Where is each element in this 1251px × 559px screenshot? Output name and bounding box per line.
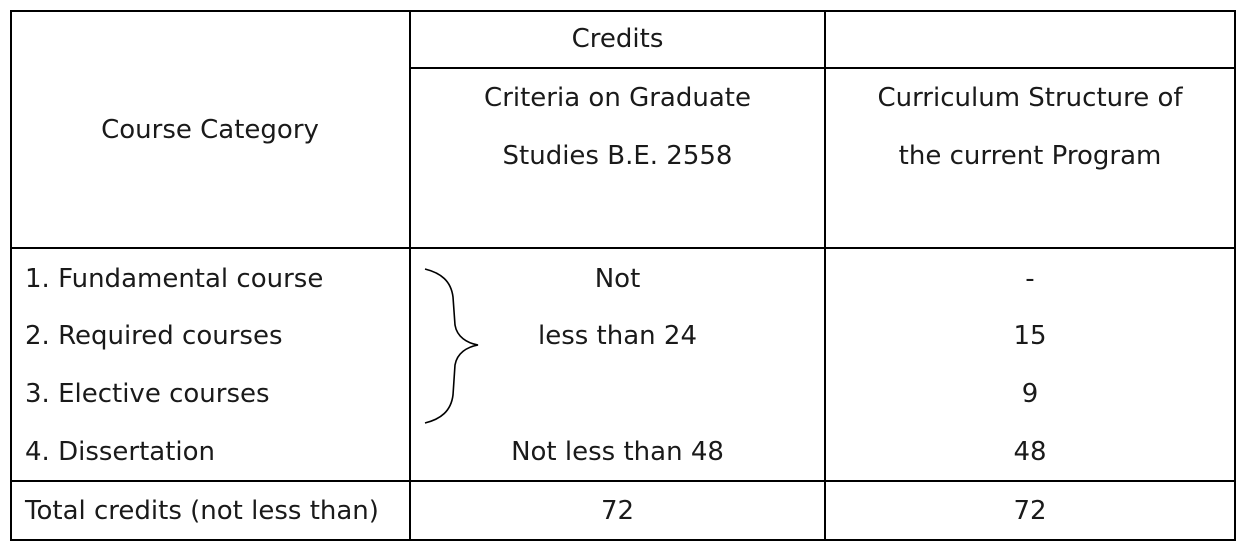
header-criteria-line1: Criteria on Graduate xyxy=(484,83,751,113)
grouping-brace-icon xyxy=(424,268,479,424)
total-current: 72 xyxy=(1013,496,1047,526)
header-current-line2: the current Program xyxy=(898,141,1162,171)
row-1-criteria: Not xyxy=(594,264,641,294)
row-4-current: 48 xyxy=(1013,437,1047,467)
row-4-criteria: Not less than 48 xyxy=(511,437,724,467)
column-divider-2 xyxy=(824,10,826,541)
row-2-current: 15 xyxy=(1013,321,1047,351)
table-border-bottom xyxy=(10,539,1236,541)
row-2-category: 2. Required courses xyxy=(25,321,283,351)
total-category: Total credits (not less than) xyxy=(25,496,379,526)
column-divider-1 xyxy=(409,10,411,541)
row-3-current: 9 xyxy=(1021,379,1039,409)
row-1-current: - xyxy=(1025,264,1035,294)
table-border-top xyxy=(10,10,1236,12)
header-course-category: Course Category xyxy=(101,115,319,145)
total-criteria: 72 xyxy=(600,496,635,526)
header-divider xyxy=(10,247,1236,249)
row-4-category: 4. Dissertation xyxy=(25,437,216,467)
credits-table: Course Category Credits Criteria on Grad… xyxy=(10,10,1236,541)
row-2-criteria: less than 24 xyxy=(537,321,697,351)
table-border-left xyxy=(10,10,12,541)
header-current-line1: Curriculum Structure of xyxy=(877,83,1183,113)
header-credits: Credits xyxy=(571,24,664,54)
row-3-category: 3. Elective courses xyxy=(25,379,270,409)
row-1-category: 1. Fundamental course xyxy=(25,264,324,294)
header-criteria-line2: Studies B.E. 2558 xyxy=(502,141,733,171)
credits-subheader-divider xyxy=(409,67,1236,69)
total-divider xyxy=(10,480,1236,482)
table-border-right xyxy=(1234,10,1236,541)
